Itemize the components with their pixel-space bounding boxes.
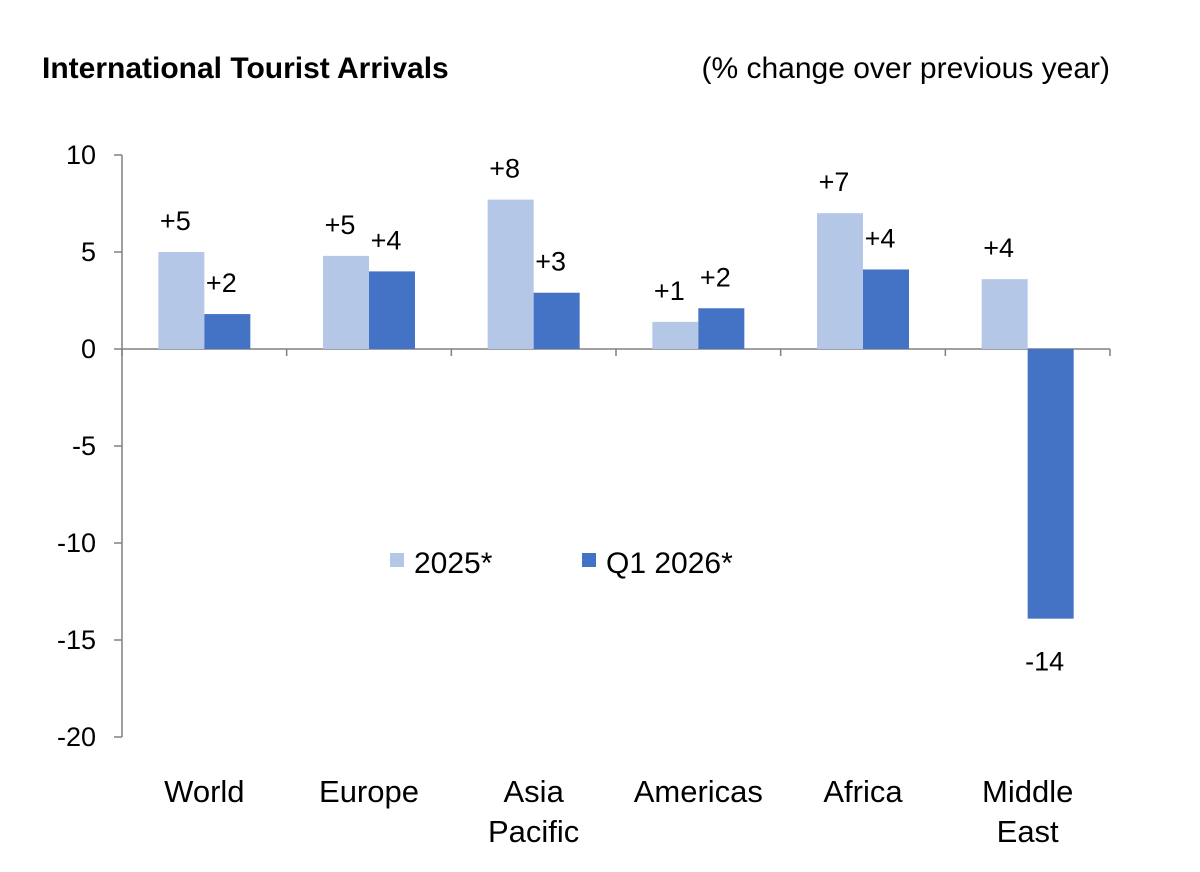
bar-s1 [981,279,1028,349]
y-tick-label: -10 [57,528,96,558]
legend-swatch [582,553,596,567]
x-category-label: World [164,774,244,809]
y-tick-label: -5 [72,431,96,461]
y-tick-label: 5 [81,237,96,267]
chart-title: International Tourist Arrivals [42,52,449,85]
bar-s1 [323,255,369,349]
bar-s2 [863,269,909,349]
data-label: +3 [535,247,566,277]
data-label: +5 [160,206,191,236]
bar-s1 [817,213,863,349]
data-label: +1 [654,276,685,306]
x-category-label: Middle [982,774,1073,809]
data-label: +2 [700,262,731,292]
chart-subtitle: (% change over previous year) [701,52,1110,85]
x-category-label: Asia [504,774,565,809]
legend-swatch [390,553,404,567]
data-label: +4 [983,233,1014,263]
legend-label: Q1 2026* [606,547,733,580]
y-tick-label: -15 [57,625,96,655]
y-tick-label: -20 [57,722,96,752]
x-category-label: Americas [634,774,763,809]
bar-s2 [204,314,251,349]
data-label: +4 [371,225,402,255]
bar-s2 [533,292,580,349]
data-label: +5 [325,210,356,240]
data-label: +2 [206,268,237,298]
bar-s1 [652,321,699,349]
bar-s1 [487,199,534,349]
x-category-label: Pacific [488,814,579,849]
bar-s2 [698,308,745,349]
bar-s2 [369,271,415,349]
y-tick-label: 0 [81,334,96,364]
data-label: -14 [1025,647,1064,677]
bar-s2 [1027,349,1074,619]
data-label: +7 [819,167,850,197]
x-category-label: East [997,814,1059,849]
x-category-label: Europe [319,774,419,809]
y-tick-label: 10 [66,140,96,170]
data-label: +8 [489,154,520,184]
legend-label: 2025* [414,547,493,580]
x-category-label: Africa [823,774,903,809]
data-label: +4 [865,223,896,253]
bar-s1 [158,252,205,349]
